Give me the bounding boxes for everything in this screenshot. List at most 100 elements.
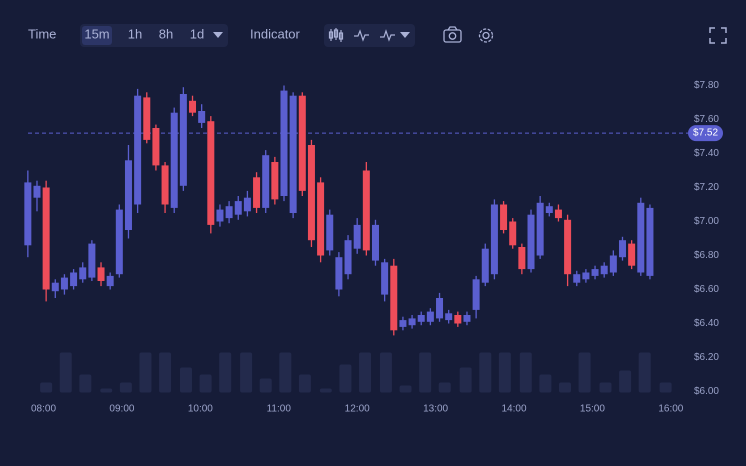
camera-icon[interactable] xyxy=(443,26,462,43)
candle-body xyxy=(152,128,160,166)
volume-bar xyxy=(539,374,552,393)
candle-body xyxy=(408,318,416,326)
candle-body xyxy=(472,279,480,310)
volume-bar xyxy=(259,378,272,393)
candle-body xyxy=(591,269,599,276)
last-price-label: $7.52 xyxy=(693,128,718,139)
candle-body xyxy=(70,272,78,287)
interval-selected xyxy=(82,26,112,45)
candle-body xyxy=(307,145,315,241)
volume-bar xyxy=(159,352,172,393)
candle-body xyxy=(381,262,389,295)
candle-body xyxy=(289,95,297,213)
candle-body xyxy=(481,248,489,283)
x-tick-label: 09:00 xyxy=(109,404,134,415)
fullscreen-icon[interactable] xyxy=(709,27,727,44)
indicator-group[interactable] xyxy=(324,24,415,47)
candle-body xyxy=(115,209,123,275)
interval-option[interactable]: 15m xyxy=(84,26,109,41)
volume-bar xyxy=(339,364,352,393)
candle-body xyxy=(545,206,553,213)
candle-body xyxy=(216,209,224,222)
candle-body xyxy=(463,315,471,322)
x-tick-label: 11:00 xyxy=(267,404,292,415)
volume-bar xyxy=(79,374,92,393)
line-icon[interactable] xyxy=(354,29,369,42)
interval-option[interactable]: 8h xyxy=(159,26,173,41)
candle-body xyxy=(426,311,434,322)
candle-body xyxy=(353,224,361,249)
candle-body xyxy=(170,112,178,208)
candle-body xyxy=(390,265,398,331)
candle-body xyxy=(582,272,590,280)
volume-bar xyxy=(279,352,292,393)
candle-body xyxy=(271,162,279,200)
volume-bar xyxy=(59,352,72,393)
volume-bar xyxy=(139,352,152,393)
volume-bar xyxy=(479,352,492,393)
candle-body xyxy=(33,185,41,198)
indicator-dropdown[interactable] xyxy=(400,32,410,38)
volume-bar xyxy=(219,352,232,393)
volume-bar xyxy=(619,370,632,393)
candle-icon[interactable] xyxy=(328,28,344,42)
indicator-label: Indicator xyxy=(250,26,301,41)
settings-icon[interactable] xyxy=(478,28,494,43)
y-tick-label: $6.00 xyxy=(694,386,719,397)
volume-bar xyxy=(100,388,113,393)
candle-body xyxy=(317,182,325,256)
candle-body xyxy=(179,94,187,186)
candle-body xyxy=(42,187,50,290)
volume-bar xyxy=(419,352,432,393)
candle-body xyxy=(628,243,636,266)
y-tick-label: $6.20 xyxy=(694,352,719,363)
candle-body xyxy=(554,209,562,219)
candle-body xyxy=(500,204,508,230)
x-tick-label: 08:00 xyxy=(31,404,56,415)
candle-body xyxy=(298,95,306,191)
y-tick-label: $7.20 xyxy=(694,182,719,193)
volume-bar xyxy=(438,382,451,393)
candle-body xyxy=(243,197,251,212)
interval-group xyxy=(80,24,228,47)
candle-body xyxy=(253,177,261,208)
candle-body xyxy=(24,182,32,246)
candle-body xyxy=(88,243,96,278)
candle-body xyxy=(417,315,425,322)
candle-body xyxy=(609,255,617,273)
candle-body xyxy=(436,298,444,319)
volume-bar xyxy=(519,352,532,393)
x-tick-label: 15:00 xyxy=(580,404,605,415)
line-icon[interactable] xyxy=(380,29,395,42)
volume-bar xyxy=(359,352,372,393)
candle-body xyxy=(124,160,132,230)
interval-dropdown[interactable] xyxy=(213,32,223,38)
candle-body xyxy=(60,277,68,290)
candle-body xyxy=(600,265,608,275)
y-tick-label: $7.80 xyxy=(694,80,719,91)
candle-body xyxy=(198,111,206,123)
x-tick-label: 10:00 xyxy=(188,404,213,415)
volume-bar xyxy=(240,352,253,393)
x-tick-label: 13:00 xyxy=(423,404,448,415)
candle-body xyxy=(234,201,242,215)
toolbar: Time Indicator xyxy=(28,24,727,47)
candle-body xyxy=(646,207,654,276)
candle-body xyxy=(344,240,352,275)
y-tick-label: $6.60 xyxy=(694,284,719,295)
volume-bar xyxy=(558,382,571,393)
candle-body xyxy=(189,100,197,113)
interval-option[interactable]: 1h xyxy=(128,26,142,41)
candle-body xyxy=(573,274,581,283)
candle-body xyxy=(564,219,572,275)
volume-bar xyxy=(459,367,472,393)
y-tick-label: $6.40 xyxy=(694,318,719,329)
candle-body xyxy=(51,282,59,292)
volume-bar xyxy=(599,382,612,393)
candle-body xyxy=(362,170,370,251)
x-tick-label: 14:00 xyxy=(502,404,527,415)
y-tick-label: $7.60 xyxy=(694,114,719,125)
x-tick-label: 16:00 xyxy=(658,404,683,415)
interval-option[interactable]: 1d xyxy=(190,26,204,41)
